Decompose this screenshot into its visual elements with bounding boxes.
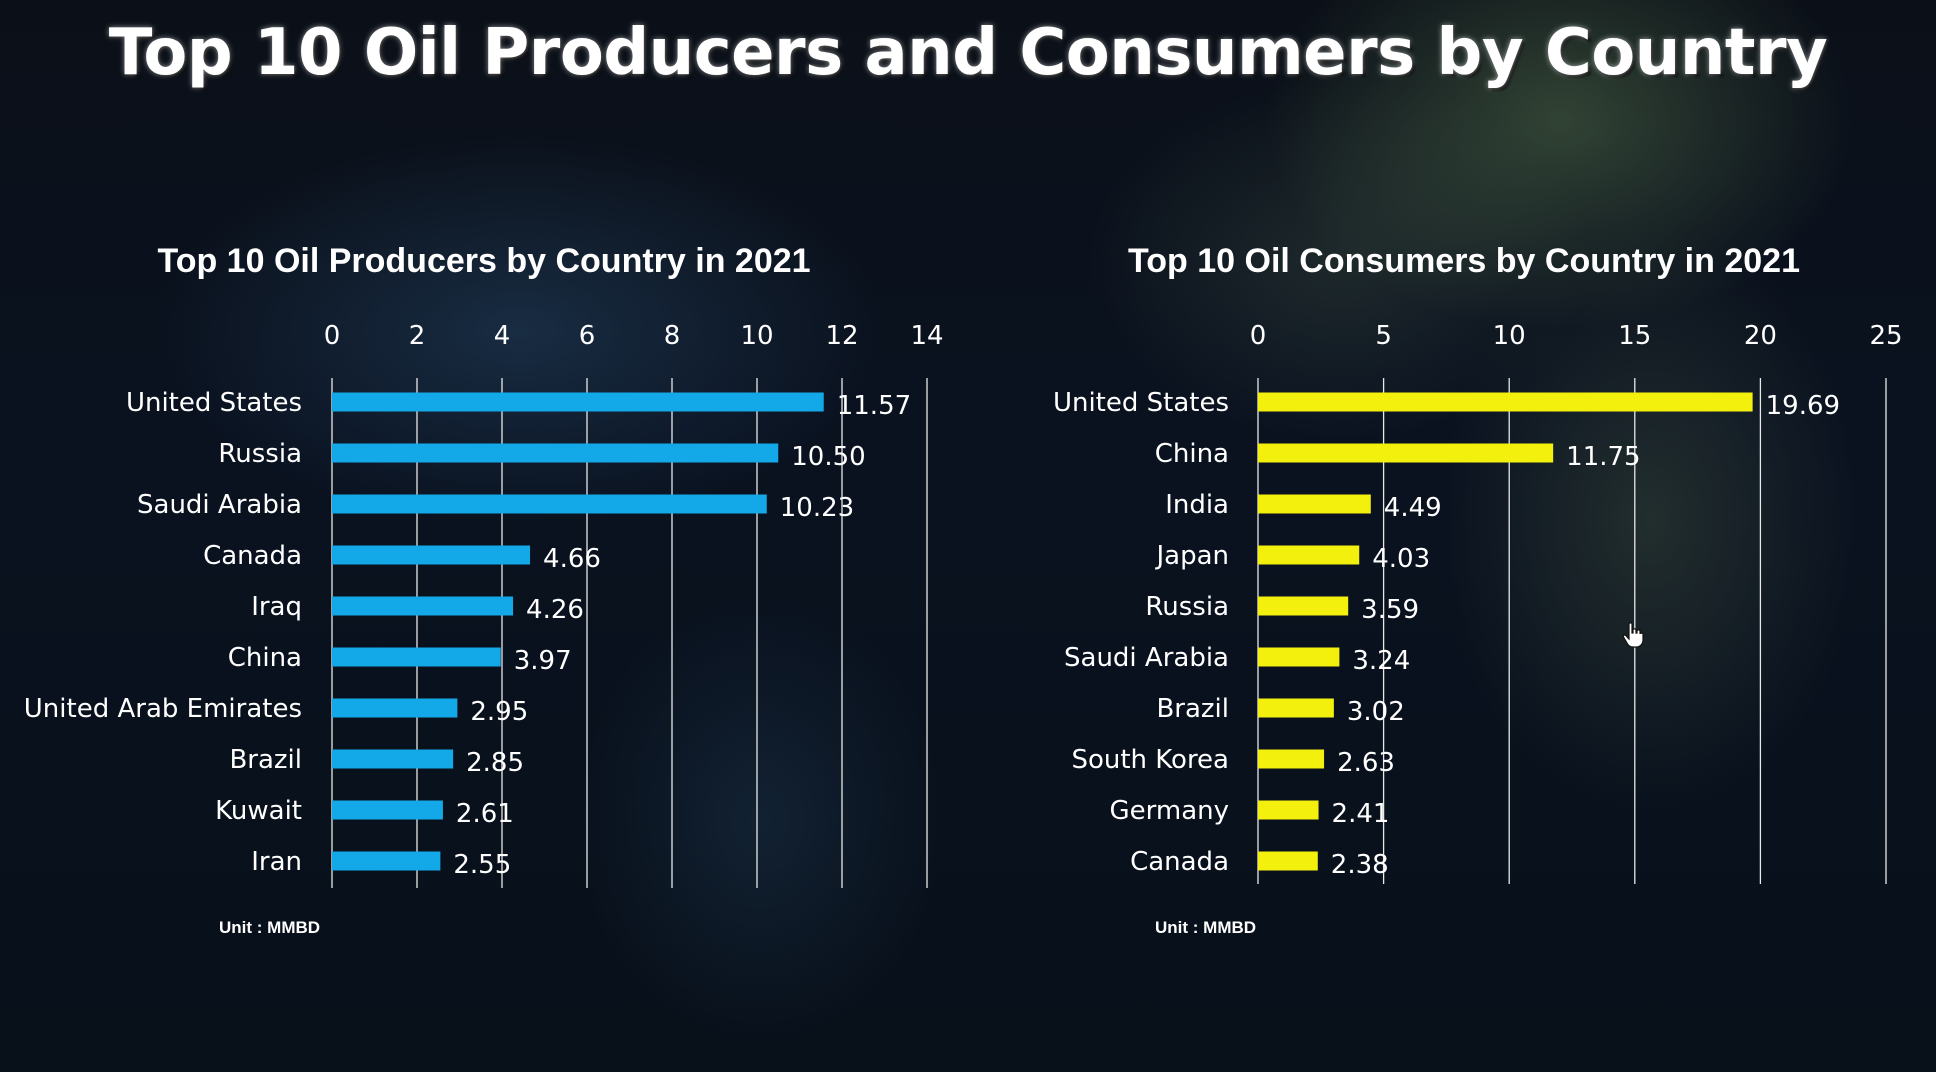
consumers-data-label: 3.59 — [1361, 595, 1419, 625]
consumers-category-label: Russia — [1145, 592, 1229, 622]
consumers-data-label: 19.69 — [1766, 391, 1840, 421]
consumers-category-label: India — [1165, 490, 1229, 520]
hand-pointer-icon — [1622, 622, 1644, 648]
consumers-category-label: Saudi Arabia — [1064, 643, 1229, 673]
consumers-bar — [1258, 698, 1334, 718]
producers-category-label: Kuwait — [215, 796, 302, 826]
producers-category-label: Canada — [203, 541, 302, 571]
producers-bar — [332, 698, 458, 718]
producers-bar — [332, 749, 454, 769]
producers-chart-title: Top 10 Oil Producers by Country in 2021 — [157, 242, 811, 280]
consumers-bar — [1258, 647, 1340, 667]
consumers-category-label: Canada — [1130, 847, 1229, 877]
producers-data-label: 4.26 — [526, 595, 584, 625]
producers-data-label: 2.85 — [466, 748, 524, 778]
consumers-data-label: 4.49 — [1384, 493, 1442, 523]
consumers-data-label: 2.38 — [1331, 850, 1389, 880]
producers-bar — [332, 545, 531, 565]
producers-unit-note: Unit : MMBD — [219, 918, 321, 937]
consumers-tick-label: 20 — [1744, 321, 1777, 351]
producers-data-label: 10.23 — [780, 493, 854, 523]
consumers-data-label: 3.02 — [1347, 697, 1405, 727]
consumers-category-label: Germany — [1109, 796, 1229, 826]
producers-category-label: China — [228, 643, 302, 673]
consumers-data-label: 11.75 — [1566, 442, 1640, 472]
producers-bar — [332, 494, 767, 514]
consumers-category-label: United States — [1053, 388, 1229, 418]
consumers-bar — [1258, 545, 1360, 565]
producers-data-label: 10.50 — [791, 442, 865, 472]
producers-category-label: Brazil — [229, 745, 302, 775]
consumers-category-label: Brazil — [1156, 694, 1229, 724]
consumers-bar — [1258, 494, 1371, 514]
consumers-bar — [1258, 596, 1349, 616]
consumers-unit-note: Unit : MMBD — [1155, 918, 1257, 937]
consumers-data-label: 2.63 — [1337, 748, 1395, 778]
consumers-tick-label: 10 — [1493, 321, 1526, 351]
consumers-category-label: South Korea — [1071, 745, 1229, 775]
consumers-data-label: 4.03 — [1372, 544, 1430, 574]
producers-data-label: 2.61 — [456, 799, 514, 829]
producers-tick-label: 10 — [740, 321, 773, 351]
consumers-data-label: 3.24 — [1352, 646, 1410, 676]
producers-data-label: 4.66 — [543, 544, 601, 574]
producers-data-label: 2.95 — [470, 697, 528, 727]
consumers-bar — [1258, 749, 1325, 769]
consumers-tick-label: 0 — [1250, 321, 1267, 351]
consumers-bar — [1258, 800, 1319, 820]
producers-tick-label: 6 — [579, 321, 596, 351]
producers-bar — [332, 851, 441, 871]
producers-category-label: United States — [126, 388, 302, 418]
producers-data-label: 11.57 — [837, 391, 911, 421]
consumers-bar — [1258, 392, 1753, 412]
page-title: Top 10 Oil Producers and Consumers by Co… — [108, 16, 1828, 90]
producers-tick-label: 12 — [825, 321, 858, 351]
consumers-tick-label: 15 — [1618, 321, 1651, 351]
producers-category-label: Iraq — [251, 592, 302, 622]
producers-bar — [332, 443, 779, 463]
consumers-chart-title: Top 10 Oil Consumers by Country in 2021 — [1128, 242, 1800, 280]
consumers-tick-label: 25 — [1869, 321, 1902, 351]
producers-category-label: Russia — [218, 439, 302, 469]
producers-category-label: United Arab Emirates — [24, 694, 302, 724]
consumers-data-label: 2.41 — [1332, 799, 1390, 829]
producers-bar — [332, 392, 824, 412]
producers-bar — [332, 800, 443, 820]
producers-bar — [332, 596, 514, 616]
producers-data-label: 3.97 — [514, 646, 572, 676]
producers-tick-label: 0 — [324, 321, 341, 351]
consumers-category-label: China — [1155, 439, 1229, 469]
consumers-bar — [1258, 443, 1554, 463]
producers-tick-label: 8 — [664, 321, 681, 351]
producers-bar — [332, 647, 501, 667]
consumers-tick-label: 5 — [1375, 321, 1392, 351]
producers-tick-label: 4 — [494, 321, 511, 351]
producers-data-label: 2.55 — [453, 850, 511, 880]
producers-category-label: Saudi Arabia — [137, 490, 302, 520]
producers-tick-label: 2 — [409, 321, 426, 351]
producers-category-label: Iran — [251, 847, 302, 877]
consumers-bar — [1258, 851, 1318, 871]
producers-tick-label: 14 — [910, 321, 943, 351]
consumers-category-label: Japan — [1154, 541, 1229, 571]
